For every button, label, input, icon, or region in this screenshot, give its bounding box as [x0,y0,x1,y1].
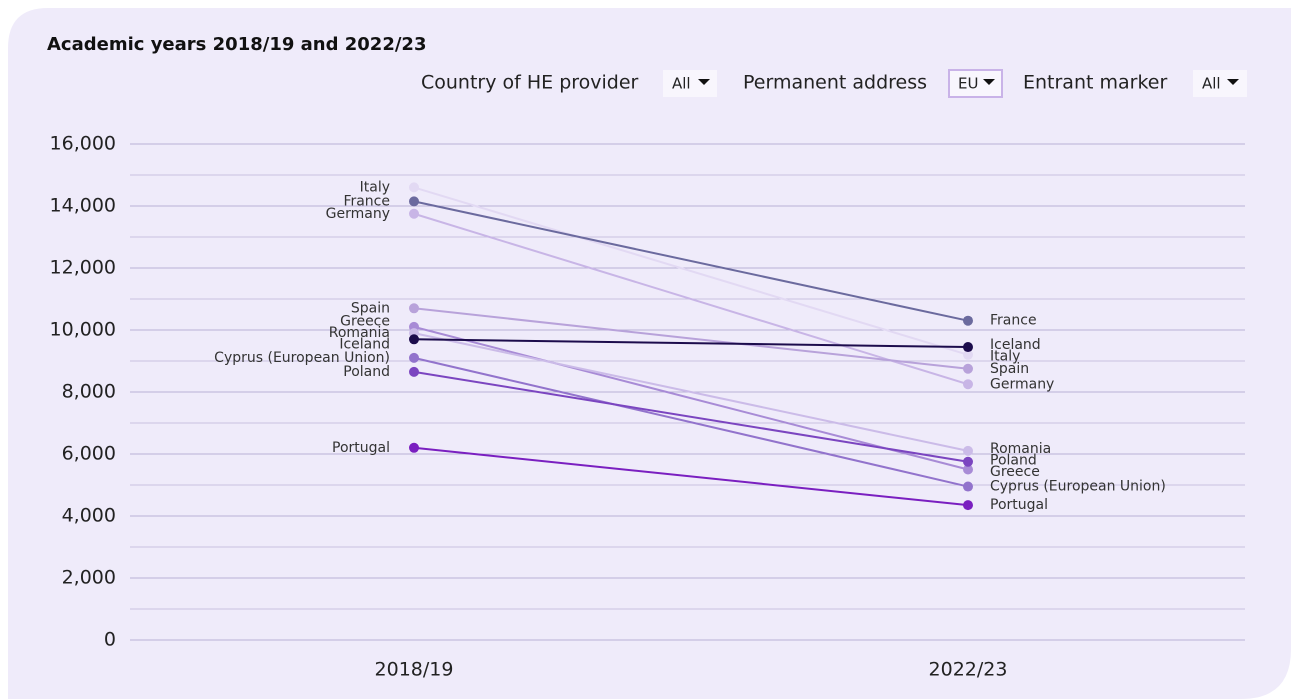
chart-title: Academic years 2018/19 and 2022/23 [47,34,426,55]
point [963,379,973,390]
slope-line [413,186,969,356]
dropdown-value[interactable]: EU [958,75,978,93]
point [409,366,419,377]
point [409,182,419,193]
y-tick-label: 2,000 [62,567,116,589]
point [409,303,419,314]
point [409,334,419,345]
point-label: Portugal [990,497,1048,513]
point-label: Poland [990,453,1037,469]
point [963,363,973,374]
y-tick-label: 12,000 [50,257,116,279]
filters: Country of HE provider All Permanent add… [421,69,1247,98]
point-label: Italy [990,349,1020,365]
point-label: Poland [343,364,390,380]
point [409,196,419,207]
point-label: France [990,313,1037,329]
y-tick-label: 14,000 [50,195,116,217]
y-tick-label: 16,000 [50,133,116,155]
point-label: France [343,193,390,209]
point [963,445,973,456]
x-tick-label: 2022/23 [929,659,1008,681]
point-label: Germany [990,376,1054,392]
dropdown-value[interactable]: All [1202,75,1221,93]
x-tick-label: 2018/19 [375,659,454,681]
point [409,352,419,363]
filter-label: Entrant marker [1023,72,1167,94]
point-label: Iceland [339,337,390,353]
point [963,481,973,492]
filter-label: Permanent address [743,72,927,94]
point-label: Cyprus (European Union) [990,479,1166,495]
point-label: Greece [340,314,390,330]
slope-line [413,356,969,488]
y-tick-label: 10,000 [50,319,116,341]
point [963,464,973,475]
dropdown[interactable] [663,70,717,97]
point-label: Italy [360,179,390,195]
dropdown[interactable] [1193,70,1247,97]
point [963,342,973,353]
slope-line [413,200,969,322]
point-label: Iceland [990,337,1041,353]
slope-line [413,338,969,349]
dropdown-value[interactable]: All [672,75,691,93]
slope-line [413,370,969,463]
slope-line [413,307,969,370]
y-tick-label: 6,000 [62,443,116,465]
point-label: Spain [990,361,1029,377]
card-background [8,8,1291,699]
filter-label: Country of HE provider [421,72,639,94]
dropdown-arrow[interactable] [1227,79,1239,85]
y-tick-label: 0 [104,629,116,651]
slope-line [413,212,969,386]
y-tick-label: 8,000 [62,381,116,403]
y-tick-label: 4,000 [62,505,116,527]
point [963,315,973,326]
slope-line [413,446,969,507]
point-label: Greece [990,464,1040,480]
point-label: Romania [990,441,1051,457]
point-label: Spain [351,300,390,316]
slope-line [413,325,969,471]
point-label: Cyprus (European Union) [214,350,390,366]
dropdown[interactable] [948,69,1003,98]
point [963,456,973,467]
point [963,500,973,511]
slope-line [413,332,969,452]
point-label: Romania [329,325,390,341]
dropdown-arrow[interactable] [698,79,710,85]
point-label: Germany [326,206,390,222]
point [963,349,973,360]
dropdown-arrow[interactable] [983,79,995,85]
point [409,442,419,453]
point-label: Portugal [332,440,390,456]
point [409,208,419,219]
